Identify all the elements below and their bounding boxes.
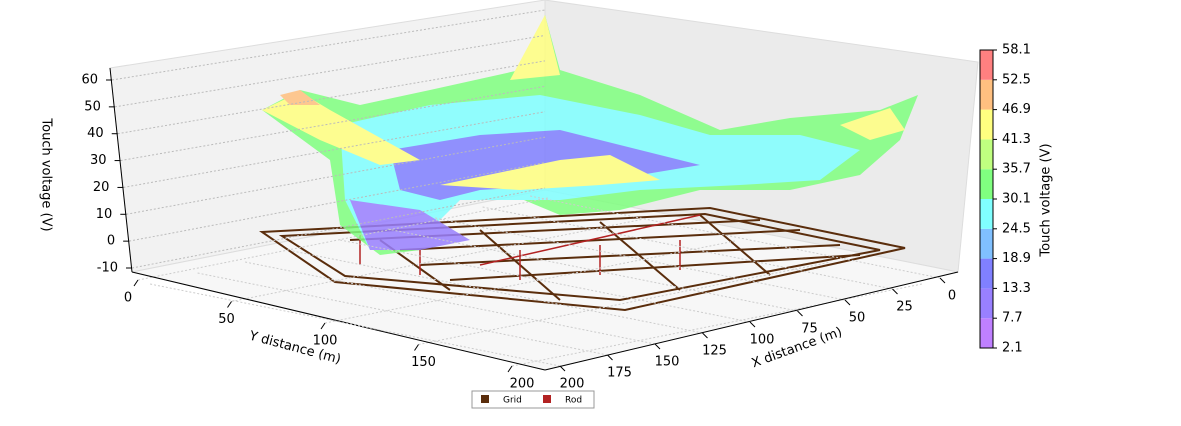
grid-line — [197, 272, 608, 356]
grid-line — [418, 262, 829, 345]
x-tick-label: 0 — [948, 289, 956, 304]
x-tick-label: 150 — [655, 355, 680, 370]
z-tick-label: 60 — [81, 73, 98, 88]
z-tick-label: 0 — [107, 234, 115, 249]
colorbar-band — [980, 139, 993, 170]
z-tick-label: 40 — [87, 126, 104, 141]
grid-line — [114, 34, 546, 108]
x-tick — [559, 365, 566, 372]
x-tick — [654, 343, 661, 350]
colorbar-tick-label: 13.3 — [1002, 281, 1031, 296]
x-tick — [702, 332, 708, 339]
x-tick-label: 75 — [801, 322, 818, 337]
grid-line — [149, 283, 561, 367]
z-tick-label: 10 — [96, 207, 113, 222]
grid-line — [123, 111, 546, 188]
grid-line — [324, 240, 736, 324]
colorbar-band — [980, 79, 993, 110]
colorbar-tick-label: 41.3 — [1002, 132, 1031, 147]
grid-line — [126, 136, 546, 215]
colorbar-tick-label: 7.7 — [1002, 311, 1023, 326]
z-tick-label: -10 — [97, 261, 118, 276]
colorbar-tick-label: 46.9 — [1002, 102, 1031, 117]
colorbar-band — [980, 228, 993, 259]
colorbar-tick-label: 24.5 — [1002, 221, 1031, 236]
x-tick — [749, 321, 756, 328]
legend-box — [471, 390, 595, 409]
y-tick-label: 200 — [510, 377, 535, 392]
grid-line — [111, 9, 546, 81]
grid-line — [231, 219, 642, 302]
grid-line — [434, 217, 846, 301]
x-axis — [544, 271, 959, 371]
x-tick — [939, 277, 946, 284]
colorbar-band — [980, 50, 993, 80]
x-tick — [607, 354, 613, 361]
surface — [262, 15, 918, 255]
colorbar-band — [980, 109, 993, 140]
y-tick — [133, 279, 139, 287]
colorbar-tick-label: 2.1 — [1002, 341, 1023, 356]
legend-swatch — [481, 395, 489, 403]
grid-line — [511, 283, 923, 367]
y-tick — [507, 365, 513, 373]
grid-line — [339, 239, 751, 323]
x-tick-label: 50 — [849, 311, 866, 326]
colorbar-label: Touch voltage (V) — [1039, 143, 1054, 257]
grid-line — [387, 228, 798, 312]
y-tick-label: 100 — [313, 334, 338, 349]
grid-line — [117, 60, 546, 135]
x-tick-label: 25 — [896, 300, 913, 315]
colorbar-band — [980, 199, 993, 229]
z-tick-label: 50 — [84, 99, 101, 114]
grid-line — [529, 195, 941, 279]
y-tick — [414, 344, 419, 351]
colorbar-tick-label: 35.7 — [1002, 162, 1031, 177]
z-axis-label: Touch voltage (V) — [39, 117, 54, 231]
grid-line — [137, 197, 549, 281]
x-tick — [844, 299, 851, 306]
x-tick — [797, 310, 803, 317]
colorbar-tick-label: 18.9 — [1002, 251, 1031, 266]
colorbar-tick-label: 52.5 — [1002, 72, 1031, 87]
y-tick-label: 150 — [411, 355, 436, 370]
x-tick-label: 125 — [702, 344, 727, 359]
y-tick-label: 50 — [218, 312, 235, 327]
x-tick-label: 200 — [560, 377, 585, 392]
z-axis — [109, 67, 133, 273]
y-tick — [320, 322, 326, 330]
z-tick-label: 20 — [93, 180, 110, 195]
rods — [359, 214, 701, 280]
grid-line — [244, 261, 656, 345]
x-tick-label: 100 — [750, 333, 775, 348]
grid-line — [129, 162, 546, 242]
x-tick — [892, 288, 898, 295]
colorbar-band — [980, 288, 993, 319]
colorbar-band — [980, 169, 993, 199]
legend-label: Rod — [565, 396, 582, 406]
colorbar-band — [980, 318, 993, 348]
grid-line — [482, 206, 893, 290]
y-axis — [131, 271, 546, 371]
x-tick-label: 175 — [607, 366, 632, 381]
colorbar-tick-label: 30.1 — [1002, 192, 1031, 207]
y-tick — [227, 301, 232, 308]
colorbar-tick-label: 58.1 — [1002, 43, 1031, 58]
legend-label: Grid — [503, 396, 522, 406]
y-tick-label: 0 — [124, 291, 132, 306]
z-tick-label: 30 — [90, 153, 107, 168]
colorbar-band — [980, 258, 993, 289]
legend-swatch — [543, 395, 551, 403]
grid-line — [292, 250, 703, 334]
